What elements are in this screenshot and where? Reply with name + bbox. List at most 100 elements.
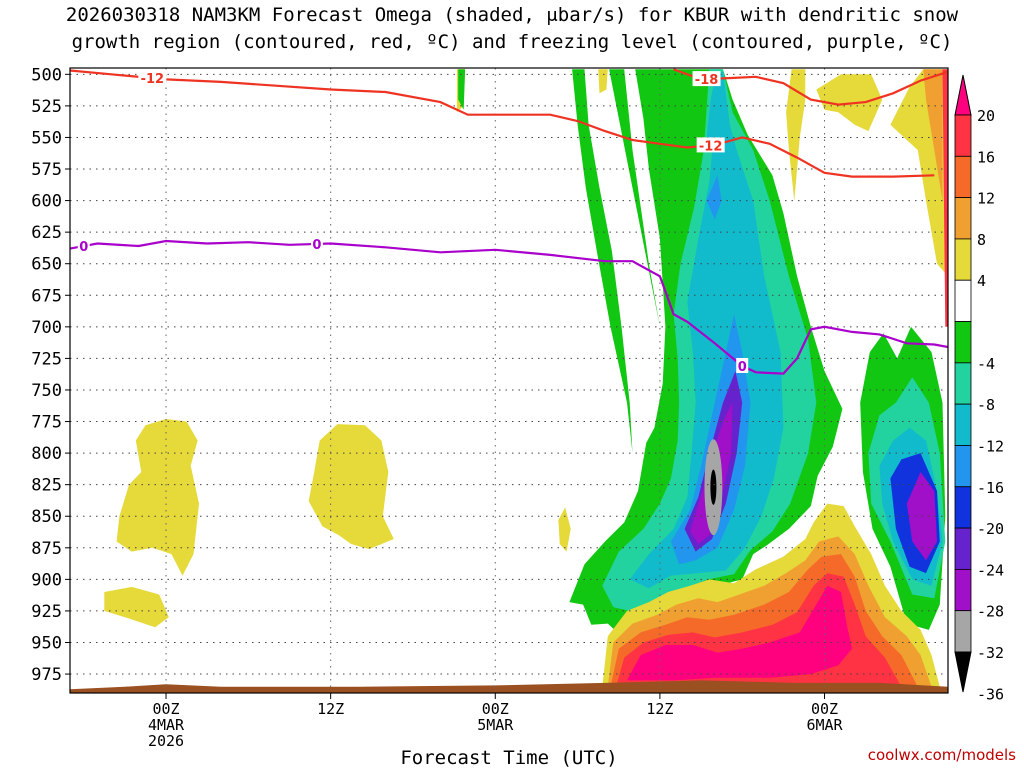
colorbar-label-7: -12 — [977, 437, 1004, 455]
x-tick-label-6-0: 00Z — [152, 700, 179, 718]
late-upper-ascent-sliver — [786, 69, 806, 201]
colorbar-band-10 — [954, 486, 972, 529]
freezing-level-label-1-bg — [77, 238, 90, 254]
y-tick-label-925: 925 — [31, 602, 62, 622]
descent-plume-blue-top — [706, 175, 722, 220]
x-tick-label-30-1: 5MAR — [477, 716, 514, 734]
x-axis-label: Forecast Time (UTC) — [400, 747, 617, 768]
colorbar-band-13 — [954, 610, 972, 653]
colorbar-top-arrow — [954, 74, 972, 116]
chart-title-line-1: 2026030318 NAM3KM Forecast Omega (shaded… — [65, 4, 959, 26]
chart-title-line-2: growth region (contoured, red, ºC) and f… — [71, 31, 953, 53]
y-tick-label-500: 500 — [31, 65, 62, 85]
freezing-level-label-3: 0 — [736, 357, 749, 375]
dendritic-minus12-label-2-bg — [696, 137, 725, 153]
x-tick-label-30-0: 00Z — [482, 700, 509, 718]
colorbar-label-9: -20 — [977, 520, 1004, 538]
weak-ascent-blob-4mar — [116, 419, 199, 576]
colorbar-band-2 — [954, 155, 972, 199]
colorbar-label-5: -4 — [977, 355, 995, 373]
x-tick-label-6-1: 4MAR — [148, 716, 185, 734]
colorbar-band-12 — [954, 568, 972, 612]
colorbar-band-11 — [954, 527, 972, 570]
y-tick-label-950: 950 — [31, 633, 62, 653]
late-upper-ascent-orange — [923, 69, 943, 201]
y-tick-label-900: 900 — [31, 570, 62, 590]
x-tick-label-54-0: 00Z — [811, 700, 838, 718]
plot-frame — [69, 67, 949, 694]
freezing-level-label-3-bg — [736, 357, 749, 373]
freezing-level-label-1-text: 0 — [79, 240, 88, 255]
colorbar-band-7 — [954, 362, 972, 405]
colorbar-label-13: -36 — [977, 685, 1004, 703]
y-tick-label-975: 975 — [31, 665, 62, 685]
descent-band-5mar-right — [609, 69, 660, 327]
weak-ascent-blob-4mar-low — [104, 586, 169, 628]
y-tick-label-650: 650 — [31, 255, 62, 275]
colorbar-band-3 — [954, 197, 972, 240]
freezing-level-label-3-text: 0 — [738, 360, 747, 375]
colorbar-label-8: -16 — [977, 479, 1004, 497]
y-tick-label-550: 550 — [31, 128, 62, 148]
y-tick-label-800: 800 — [31, 444, 62, 464]
colorbar-label-2: 12 — [977, 190, 995, 208]
y-tick-label-750: 750 — [31, 381, 62, 401]
dendritic-minus12-label-1: -12 — [138, 70, 167, 87]
upper-yellow-sliver-2 — [598, 69, 608, 94]
colorbar-band-1 — [954, 114, 972, 157]
descent-core-black — [710, 469, 717, 505]
y-tick-label-625: 625 — [31, 223, 62, 243]
colorbar-band-4 — [954, 238, 972, 281]
colorbar-band-6 — [954, 321, 972, 364]
weak-ascent-blob-4mar-12z — [308, 424, 394, 550]
colorbar-bottom-arrow — [954, 651, 972, 693]
x-tick-label-6-2: 2026 — [148, 732, 184, 750]
y-tick-label-825: 825 — [31, 476, 62, 496]
dendritic-minus12-label-1-bg — [138, 70, 167, 86]
freezing-level-label-2-bg — [310, 235, 323, 251]
y-tick-label-700: 700 — [31, 318, 62, 338]
colorbar-label-0: 20 — [977, 107, 995, 125]
y-tick-label-525: 525 — [31, 97, 62, 117]
late-upper-ascent-red — [942, 69, 948, 327]
freezing-level-label-1: 0 — [77, 238, 90, 255]
y-tick-label-725: 725 — [31, 349, 62, 369]
freezing-level-label-2-text: 0 — [312, 238, 321, 253]
dendritic-minus18-label: -18 — [692, 71, 721, 88]
upper-descent-sliver — [458, 69, 466, 110]
colorbar-label-3: 8 — [977, 231, 986, 249]
y-tick-label-850: 850 — [31, 507, 62, 527]
y-tick-label-600: 600 — [31, 192, 62, 212]
site-credit: coolwx.com/models — [867, 746, 1016, 764]
dendritic-minus12-label-2: -12 — [696, 137, 725, 154]
y-tick-label-675: 675 — [31, 286, 62, 306]
colorbar-label-1: 16 — [977, 148, 995, 166]
y-tick-label-775: 775 — [31, 413, 62, 433]
dendritic-minus18-label-text: -18 — [695, 73, 719, 88]
x-tick-label-42-0: 12Z — [646, 700, 673, 718]
descent-plume-cyan — [629, 99, 784, 589]
descent-plume-cyan-top — [705, 71, 730, 151]
x-tick-label-54-1: 6MAR — [806, 716, 843, 734]
colorbar-band-5 — [954, 279, 972, 322]
colorbar-band-9 — [954, 445, 972, 488]
x-tick-label-18-0: 12Z — [317, 700, 344, 718]
colorbar-label-11: -28 — [977, 603, 1004, 621]
colorbar-label-10: -24 — [977, 561, 1004, 579]
terrain-profile — [70, 680, 948, 693]
y-tick-label-575: 575 — [31, 160, 62, 180]
near-surface-ascent-magenta — [627, 585, 852, 681]
colorbar-label-4: 4 — [977, 272, 986, 290]
colorbar-band-8 — [954, 403, 972, 446]
y-tick-label-875: 875 — [31, 539, 62, 559]
colorbar-label-6: -8 — [977, 396, 995, 414]
chart-title: 2026030318 NAM3KM Forecast Omega (shaded… — [0, 2, 1024, 56]
dendritic-minus18-label-bg — [692, 71, 721, 87]
dendritic-minus12-label-2-text: -12 — [699, 139, 723, 154]
dendritic-minus12-contour — [70, 69, 935, 178]
freezing-level-contour — [70, 239, 948, 375]
weak-ascent-sliver — [558, 507, 571, 552]
colorbar-label-12: -32 — [977, 644, 1004, 662]
dendritic-minus12-label-1-text: -12 — [141, 72, 165, 87]
